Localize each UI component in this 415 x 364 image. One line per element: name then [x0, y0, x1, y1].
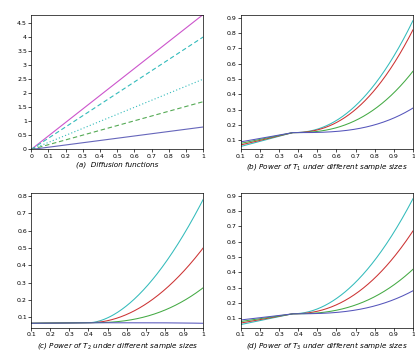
X-axis label: (c) Power of $T_2$ under different sample sizes: (c) Power of $T_2$ under different sampl… — [37, 340, 198, 351]
X-axis label: (b) Power of $T_1$ under different sample sizes: (b) Power of $T_1$ under different sampl… — [246, 162, 408, 173]
X-axis label: (a)  Diffusion functions: (a) Diffusion functions — [76, 162, 158, 168]
X-axis label: (d) Power of $T_3$ under different sample sizes: (d) Power of $T_3$ under different sampl… — [246, 340, 408, 351]
